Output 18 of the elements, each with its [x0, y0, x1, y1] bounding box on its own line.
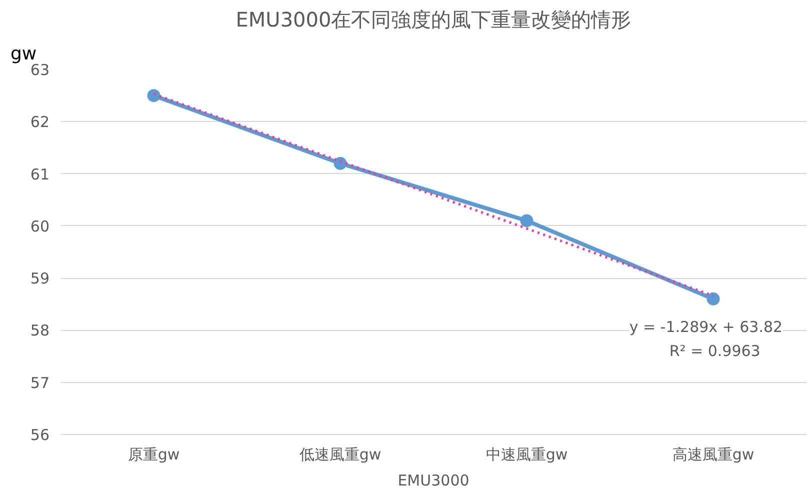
- point: [520, 214, 534, 228]
- x-axis-title: EMU3000: [398, 472, 470, 490]
- y-tick-label: 58: [30, 322, 50, 340]
- x-tick-label: 低速風重gw: [299, 446, 382, 464]
- x-tick-label: 原重gw: [128, 446, 180, 464]
- y-tick-label: 57: [30, 374, 50, 392]
- x-tick-label: 中速風重gw: [486, 446, 568, 464]
- point: [334, 156, 347, 170]
- y-tick-label: 60: [30, 217, 50, 236]
- chart-title: EMU3000在不同強度的風下重量改變的情形: [236, 8, 632, 32]
- annotation: y = -1.289x + 63.82 R² = 0.9963: [629, 318, 783, 360]
- x-tick-label: 高速風重gw: [672, 446, 754, 464]
- y-tick-label: 62: [30, 113, 50, 132]
- y-tick-label: 56: [30, 426, 50, 444]
- y-tick-label: 59: [30, 270, 50, 288]
- point: [706, 292, 720, 306]
- point: [147, 89, 160, 102]
- y-tick-label: 61: [30, 165, 50, 184]
